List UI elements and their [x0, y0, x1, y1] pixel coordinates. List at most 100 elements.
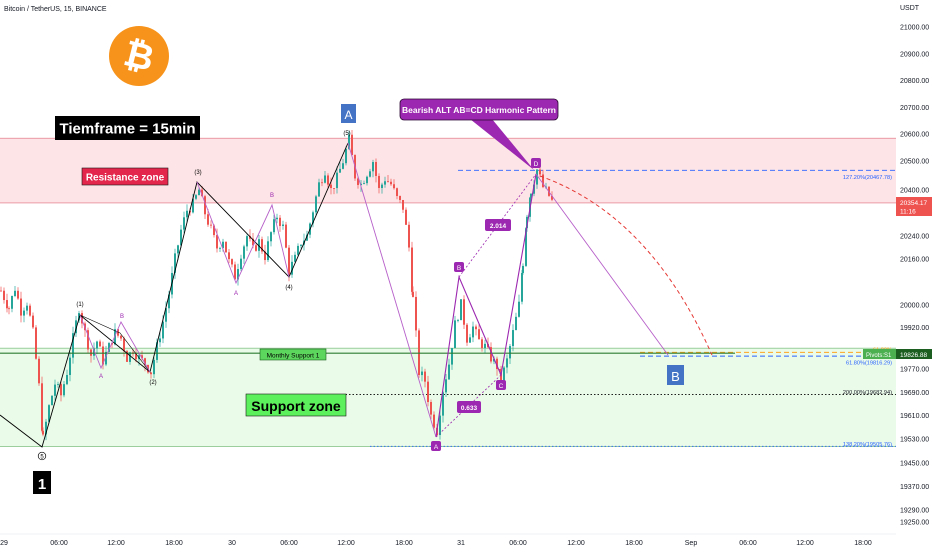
- candle-body: [180, 229, 182, 246]
- candle-body: [270, 232, 272, 242]
- wave-label-a-left: A: [99, 374, 103, 380]
- candle-body: [87, 330, 89, 350]
- candle-body: [469, 337, 471, 343]
- time-tick-label: 30: [228, 540, 236, 547]
- wave-label-3: (3): [194, 170, 201, 176]
- wave-label-a-mid: A: [234, 291, 238, 297]
- candle-body: [405, 209, 407, 225]
- candle-body: [6, 300, 8, 309]
- price-tick-label: 19770.00: [900, 367, 929, 374]
- candle-body: [318, 182, 320, 197]
- candle-body: [279, 217, 281, 226]
- candle-body: [138, 355, 140, 360]
- fib-label-4: 138.20%(19505.76): [843, 442, 892, 448]
- time-tick-label: 18:00: [395, 540, 413, 547]
- candle-body: [41, 383, 43, 431]
- candle-body: [390, 181, 392, 185]
- harmonic-point-a-label: A: [434, 444, 439, 451]
- time-tick-label: 12:00: [796, 540, 814, 547]
- candle-body: [156, 342, 158, 360]
- current-price-tag: [896, 197, 932, 216]
- price-axis-bg: [896, 0, 932, 550]
- candle-body: [306, 234, 308, 241]
- price-tick-label: 20500.00: [900, 159, 929, 166]
- candle-body: [75, 320, 77, 334]
- candle-body: [32, 315, 34, 328]
- candle-body: [276, 217, 278, 220]
- monthly-support-label: Monthly Support 1: [267, 353, 320, 360]
- candle-body: [339, 168, 341, 173]
- candle-body: [237, 269, 239, 280]
- time-tick-label: 06:00: [739, 540, 757, 547]
- candle-body: [8, 308, 10, 310]
- candle-body: [525, 228, 527, 266]
- candle-body: [249, 236, 251, 239]
- candle-body: [186, 210, 188, 218]
- candle-body: [493, 358, 495, 362]
- price-tick-label: 19450.00: [900, 461, 929, 468]
- candle-body: [177, 245, 179, 254]
- candle-body: [451, 348, 453, 365]
- candle-body: [207, 214, 209, 225]
- price-tick-label: 20800.00: [900, 78, 929, 85]
- candle-body: [460, 299, 462, 321]
- candle-body: [366, 176, 368, 184]
- big-b-tag: [667, 365, 684, 385]
- candle-body: [312, 212, 314, 224]
- candle-body: [506, 358, 508, 368]
- candle-body: [255, 245, 257, 251]
- candle-body: [336, 172, 338, 189]
- current-price-countdown: 11:16: [900, 209, 916, 216]
- candle-body: [357, 178, 359, 185]
- candle-body: [384, 181, 386, 185]
- candle-body: [454, 320, 456, 349]
- candle-body: [192, 198, 194, 213]
- candle-body: [375, 162, 377, 176]
- candle-body: [141, 355, 143, 359]
- candle-body: [219, 247, 221, 249]
- candle-body: [246, 236, 248, 247]
- candle-body: [521, 273, 523, 302]
- candle-body: [42, 430, 44, 435]
- candle-body: [99, 341, 101, 347]
- fib-label-3: 200.00%(19682.94): [843, 390, 892, 396]
- pivot-price-tag: [896, 349, 932, 359]
- candle-body: [512, 330, 514, 347]
- candle-body: [96, 341, 98, 349]
- candle-body: [503, 367, 505, 383]
- candle-body: [129, 352, 131, 362]
- candle-body: [522, 265, 524, 274]
- harmonic-pattern-line: [435, 173, 537, 438]
- candle-body: [393, 184, 395, 189]
- wave-label-1: (1): [76, 302, 83, 308]
- pivot-price-value: 19826.88: [900, 352, 927, 359]
- candle-body: [81, 313, 83, 324]
- candle-body: [153, 359, 155, 375]
- candle-body: [183, 217, 185, 230]
- big-a-tag: [341, 104, 356, 123]
- candle-body: [66, 374, 68, 385]
- candle-body: [228, 252, 230, 260]
- bitcoin-logo-icon: ₿: [109, 26, 169, 86]
- candle-body: [427, 381, 429, 403]
- candle-body: [411, 247, 413, 292]
- price-axis-ticks: 21000.00 20900.00 20800.00 20700.00 20600.00…: [900, 25, 929, 527]
- candle-body: [282, 224, 284, 226]
- candle-body: [463, 299, 465, 325]
- price-tick-label: 19920.00: [900, 325, 929, 332]
- candle-body: [126, 351, 128, 362]
- candle-body: [330, 184, 332, 189]
- candle-body: [402, 199, 404, 210]
- candle-body: [445, 379, 447, 393]
- price-tick-label: 19690.00: [900, 390, 929, 397]
- wave-drop-line: [347, 142, 437, 438]
- wave-label-5: (5): [343, 131, 350, 137]
- candle-body: [363, 183, 365, 184]
- candle-body: [264, 251, 266, 261]
- candle-body: [439, 415, 441, 436]
- candle-body: [499, 369, 501, 372]
- candle-body: [144, 358, 146, 365]
- candle-body: [23, 310, 25, 316]
- candle-body: [11, 296, 13, 309]
- price-tick-label: 19530.00: [900, 437, 929, 444]
